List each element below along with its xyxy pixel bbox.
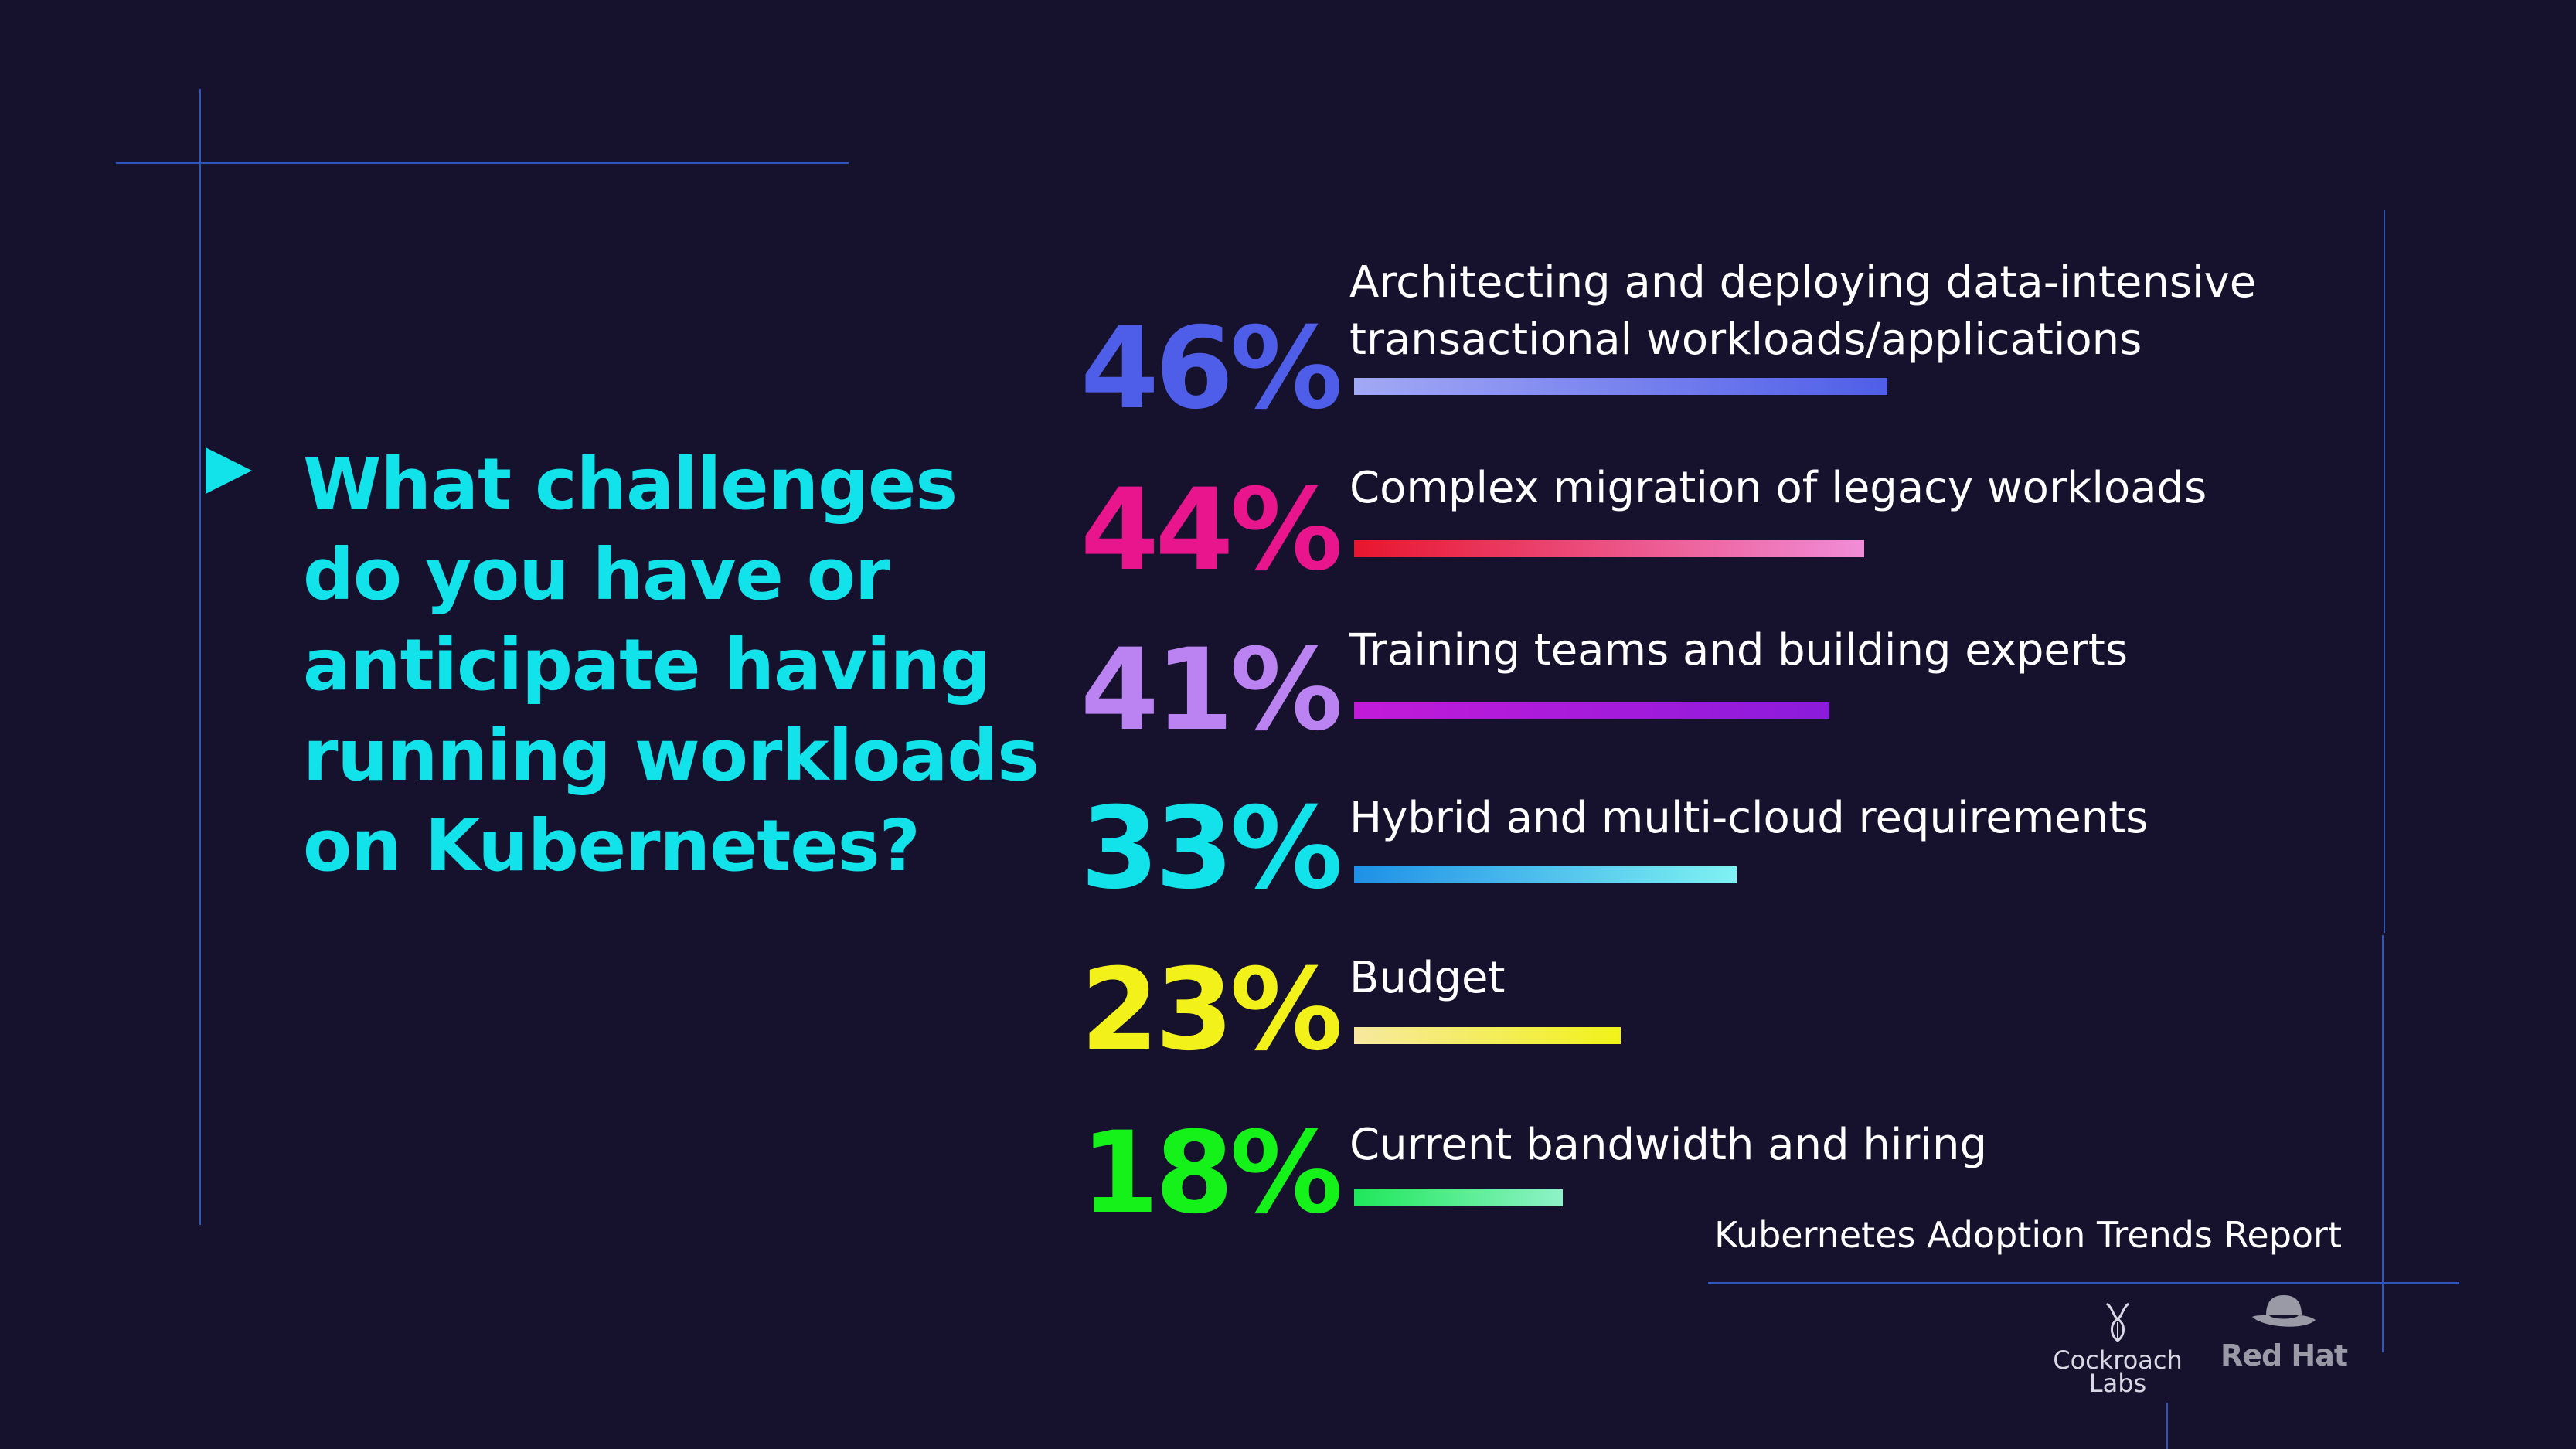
question-title: What challenges do you have or anticipat…	[303, 443, 1040, 887]
frame-line-right-upper-vertical	[2384, 210, 2385, 933]
bar-4	[1354, 866, 1737, 883]
value-label-6: 18%	[1080, 1107, 1342, 1239]
value-label-1: 46%	[1080, 303, 1342, 434]
value-label-3: 41%	[1080, 624, 1342, 756]
cockroach-icon	[2106, 1302, 2129, 1342]
value-label-2: 44%	[1080, 464, 1342, 596]
red-hat-logo: Red Hat	[2218, 1291, 2350, 1372]
category-label-6: Current bandwidth and hiring	[1349, 1120, 1988, 1170]
frame-line-top-left-vertical	[199, 89, 201, 1225]
bar-3	[1354, 702, 1829, 719]
category-label-2: Complex migration of legacy workloads	[1349, 463, 2207, 513]
cockroach-labs-wordmark: Cockroach Labs	[2053, 1345, 2183, 1398]
frame-line-bottom-right-horizontal	[1708, 1282, 2459, 1284]
category-label-1: Architecting and deploying data-intensiv…	[1349, 257, 2257, 365]
play-arrow-icon	[202, 444, 255, 500]
category-label-5: Budget	[1349, 953, 1506, 1003]
frame-line-right-lower-vertical	[2382, 935, 2384, 1352]
fedora-hat-icon	[2252, 1295, 2316, 1327]
red-hat-wordmark: Red Hat	[2220, 1338, 2348, 1372]
bar-2	[1354, 540, 1864, 557]
category-label-4: Hybrid and multi-cloud requirements	[1349, 793, 2149, 843]
category-label-3: Training teams and building experts	[1349, 625, 2129, 675]
report-title: Kubernetes Adoption Trends Report	[1714, 1214, 2342, 1256]
bar-5	[1354, 1027, 1621, 1044]
bar-1	[1354, 378, 1887, 395]
bar-6	[1354, 1189, 1563, 1206]
value-label-5: 23%	[1080, 944, 1342, 1076]
cockroach-labs-logo: Cockroach Labs	[2052, 1301, 2183, 1398]
value-label-4: 33%	[1080, 783, 1342, 914]
frame-line-logo-divider	[2166, 1403, 2168, 1449]
frame-line-top-left-horizontal	[116, 162, 849, 164]
